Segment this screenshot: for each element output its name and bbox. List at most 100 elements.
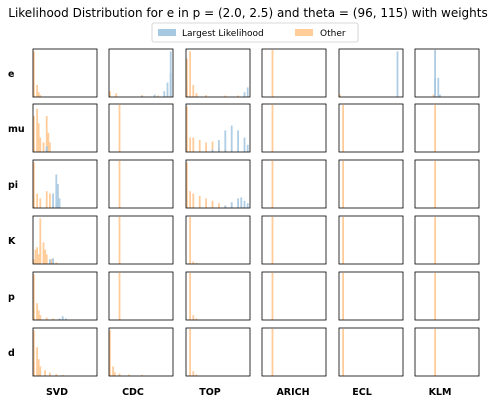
bar-other-0: [434, 160, 436, 208]
panel-frame: [32, 327, 98, 377]
bar-largest-0: [396, 51, 399, 97]
bar-largest-1: [153, 94, 156, 97]
bar-largest-2: [65, 318, 67, 320]
panel-d-ecl: [338, 327, 404, 377]
bar-other-0: [271, 49, 274, 97]
panel-mu-cdc: [108, 103, 174, 153]
bar-other-1: [33, 330, 35, 376]
bar-largest-1: [246, 87, 249, 97]
bar-other-9: [50, 259, 53, 264]
row-label-p: p: [8, 292, 15, 303]
bar-other-0: [342, 104, 344, 152]
bar-largest-1: [45, 146, 48, 152]
bar-largest-2: [57, 184, 59, 208]
bar-other-5: [205, 95, 207, 97]
row-label-k: K: [8, 236, 16, 247]
panel-d-svd: [32, 327, 98, 377]
bar-other-1: [34, 249, 37, 264]
bar-other-2: [36, 303, 38, 320]
bar-other-3: [113, 372, 116, 376]
bar-other-4: [39, 366, 42, 376]
bar-other-4: [198, 140, 201, 152]
row-label-d: d: [8, 348, 15, 359]
bar-other-6: [211, 141, 214, 152]
panel-frame: [108, 215, 174, 265]
panel-pi-cdc: [108, 159, 174, 209]
panel-frame: [185, 159, 251, 209]
bar-other-4: [118, 373, 121, 376]
legend: Largest Likelihood Other: [151, 22, 359, 43]
panel-e-svd: [32, 48, 98, 98]
bar-largest-0: [243, 92, 246, 97]
panel-frame: [414, 327, 480, 377]
legend-frame: [151, 22, 359, 43]
bar-other-2: [189, 51, 191, 97]
panel-p-top: [185, 271, 251, 321]
bar-other-2: [36, 108, 38, 152]
bar-largest-3: [166, 82, 169, 97]
row-label-e: e: [8, 69, 14, 80]
panel-frame: [338, 327, 404, 377]
panel-mu-klm: [414, 103, 480, 153]
bar-other-3: [37, 359, 40, 376]
bar-other-0: [339, 94, 341, 97]
panel-p-svd: [32, 271, 98, 321]
panel-frame: [414, 215, 480, 265]
legend-swatch-other: [295, 29, 313, 36]
panel-mu-top: [185, 103, 251, 153]
panel-frame: [32, 215, 98, 265]
bar-other-6: [52, 318, 54, 320]
panel-pi-svd: [32, 159, 98, 209]
bar-other-2: [195, 318, 198, 320]
bar-largest-2: [437, 77, 440, 97]
bar-other-5: [205, 142, 207, 152]
bar-other-6: [224, 95, 227, 97]
bar-other-0: [434, 104, 436, 152]
bar-largest-0: [52, 193, 54, 208]
row-label-pi: pi: [8, 180, 18, 191]
panel-frame: [338, 159, 404, 209]
bar-other-4: [39, 137, 42, 152]
bar-other-1: [33, 274, 35, 320]
bar-other-0: [271, 216, 274, 264]
bar-other-7: [44, 249, 46, 264]
bar-largest-4: [243, 200, 246, 208]
panel-frame: [414, 159, 480, 209]
bar-largest-1: [434, 49, 436, 97]
bar-largest-2: [224, 130, 227, 152]
bar-other-2: [36, 247, 38, 264]
bar-largest-2: [163, 91, 166, 97]
row-labels: e mu pi K p d: [8, 69, 25, 359]
bar-other-0: [271, 104, 274, 152]
bar-other-0: [189, 328, 191, 376]
panel-p-klm: [414, 271, 480, 321]
bar-other-1: [109, 91, 111, 97]
bar-other-5: [45, 317, 48, 320]
panel-frame: [261, 327, 327, 377]
bar-other-0: [434, 272, 436, 320]
bar-other-7: [55, 374, 58, 376]
panel-mu-arich: [261, 103, 327, 153]
panel-frame: [261, 103, 327, 153]
bar-other-1: [186, 58, 188, 97]
bar-other-5: [49, 193, 51, 208]
panel-mu-svd: [32, 103, 98, 153]
panel-frame: [108, 159, 174, 209]
bar-largest-1: [230, 202, 233, 208]
bar-largest-0: [224, 205, 227, 208]
bar-other-4: [45, 191, 48, 208]
bar-other-2: [189, 137, 191, 152]
bar-other-5: [205, 198, 207, 208]
bar-other-2: [36, 347, 38, 376]
bar-other-5: [42, 142, 45, 152]
bar-other-8: [49, 142, 51, 152]
bar-other-5: [44, 370, 46, 376]
legend-label-largest: Largest Likelihood: [182, 29, 264, 39]
bar-other-2: [112, 366, 114, 376]
bar-largest-0: [211, 149, 214, 152]
bar-other-0: [434, 328, 436, 376]
bar-other-6: [45, 116, 48, 152]
bar-other-0: [271, 160, 274, 208]
bar-other-3: [192, 137, 195, 152]
bar-other-6: [141, 375, 143, 376]
